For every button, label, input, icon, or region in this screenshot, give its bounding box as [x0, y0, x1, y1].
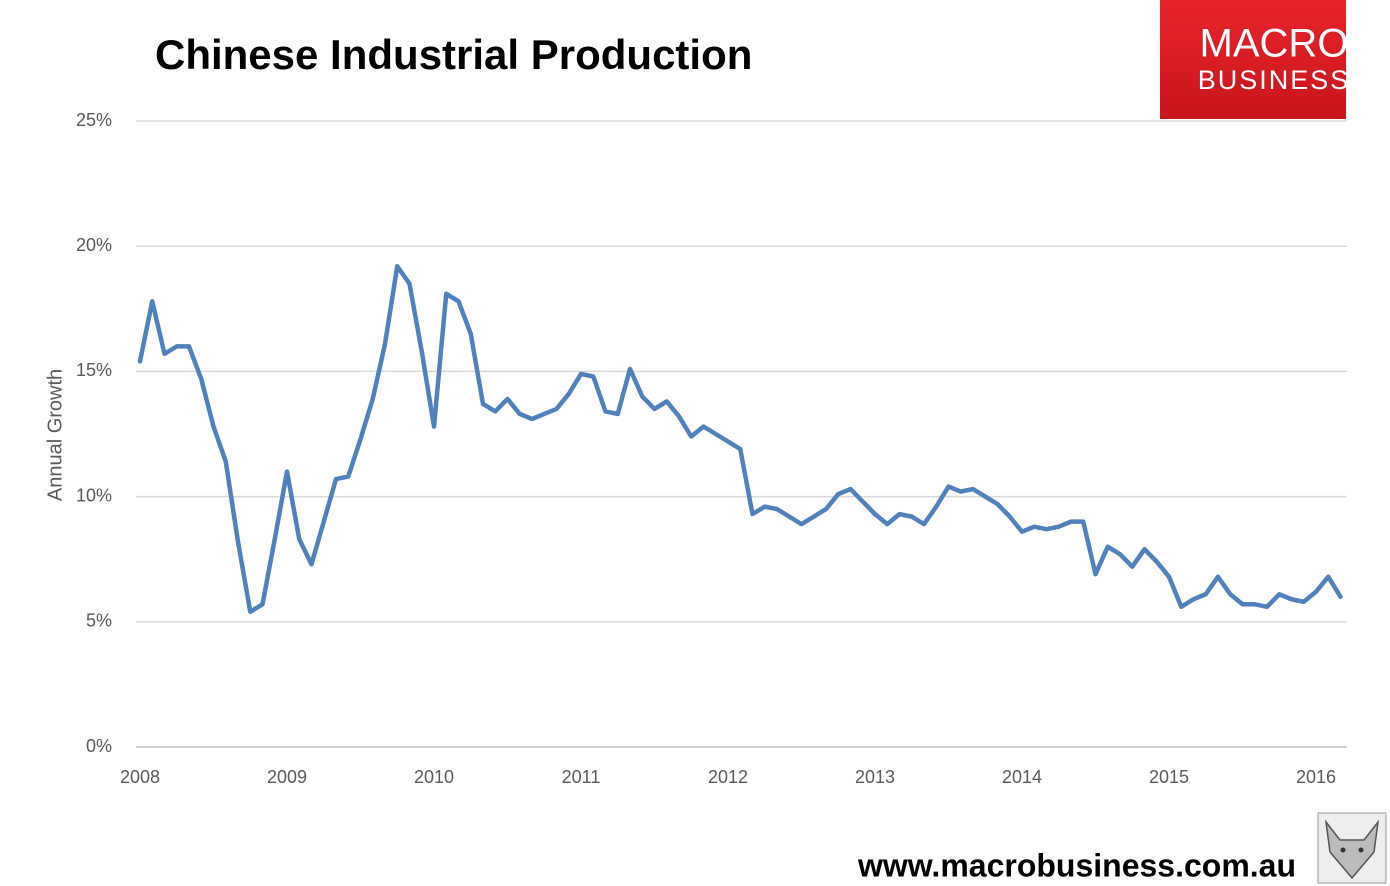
data-line	[137, 263, 1343, 615]
source-url: www.macrobusiness.com.au	[857, 847, 1296, 883]
plot-area: 0% 5% 10% 15% 20% 25% 2008 2009 2010 2011 2012 2013…	[76, 110, 1347, 787]
x-tick-label: 2011	[562, 767, 601, 787]
logo-text: MACRO	[1200, 22, 1349, 66]
logo-text: BUSINESS	[1198, 65, 1351, 95]
y-tick-label: 15%	[76, 360, 112, 380]
x-tick-label: 2013	[855, 767, 895, 787]
y-tick-label: 25%	[76, 110, 112, 130]
chart-title: Chinese Industrial Production	[155, 31, 752, 78]
x-tick-label: 2008	[120, 767, 160, 787]
x-tick-label: 2009	[267, 767, 307, 787]
x-tick-label: 2016	[1296, 767, 1336, 787]
fox-icon	[1317, 812, 1387, 884]
x-tick-label: 2012	[708, 767, 748, 787]
y-tick-label: 0%	[86, 736, 112, 756]
x-tick-label: 2015	[1149, 767, 1189, 787]
logo-box	[1160, 0, 1346, 119]
y-tick-label: 5%	[86, 611, 112, 631]
y-axis-label: Annual Growth	[44, 369, 66, 501]
y-tick-label: 20%	[76, 235, 112, 255]
x-tick-label: 2010	[414, 767, 454, 787]
x-tick-label: 2014	[1002, 767, 1042, 787]
y-tick-label: 10%	[76, 485, 112, 505]
